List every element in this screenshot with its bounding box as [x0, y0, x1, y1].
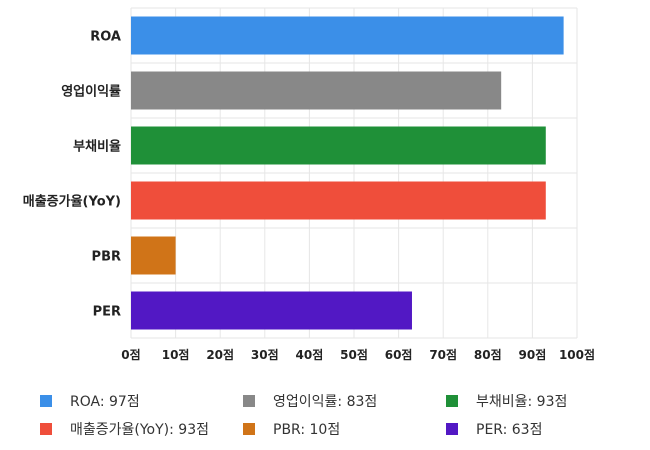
category-label: PBR — [92, 250, 121, 265]
category-label: 영업이익률 — [61, 84, 121, 100]
tick-label: 80점 — [474, 347, 502, 362]
legend-label: PER: 63점 — [476, 422, 543, 438]
tick-label: 0점 — [121, 347, 140, 362]
category-label: PER — [93, 305, 121, 320]
category-label: 매출증가율(YoY) — [23, 194, 121, 210]
legend-label: 부채비율: 93점 — [476, 394, 568, 410]
legend-item[interactable]: PBR: 10점 — [243, 418, 446, 440]
tick-label: 10점 — [162, 347, 190, 362]
legend-item[interactable]: 매출증가율(YoY): 93점 — [40, 418, 243, 440]
legend-label: ROA: 97점 — [70, 394, 140, 410]
tick-label: 60점 — [385, 347, 413, 362]
legend-item[interactable]: ROA: 97점 — [40, 390, 243, 412]
legend-swatch — [243, 395, 255, 407]
bar — [131, 126, 546, 165]
legend-swatch — [243, 423, 255, 435]
legend-label: 영업이익률: 83점 — [273, 394, 378, 410]
tick-label: 30점 — [251, 347, 279, 362]
bar — [131, 181, 546, 220]
bar — [131, 236, 176, 275]
tick-label: 70점 — [429, 347, 457, 362]
legend-item[interactable]: PER: 63점 — [446, 418, 640, 440]
tick-label: 40점 — [296, 347, 324, 362]
legend-swatch — [446, 423, 458, 435]
legend-swatch — [40, 395, 52, 407]
bar — [131, 16, 564, 55]
tick-label: 20점 — [206, 347, 234, 362]
bar — [131, 291, 412, 330]
bar — [131, 71, 502, 110]
legend-item[interactable]: 영업이익률: 83점 — [243, 390, 446, 412]
tick-label: 50점 — [340, 347, 368, 362]
legend-label: PBR: 10점 — [273, 422, 341, 438]
category-label: ROA — [90, 30, 121, 45]
bars — [131, 16, 564, 330]
legend-swatch — [446, 395, 458, 407]
tick-label: 90점 — [519, 347, 547, 362]
x-axis-ticks: 0점 10점 20점 30점 40점 50점 60점 70점 80점 90점 100점 — [121, 347, 595, 362]
tick-label: 100점 — [559, 347, 595, 362]
grid — [130, 7, 578, 339]
legend-swatch — [40, 423, 52, 435]
category-label: 부채비율 — [73, 139, 121, 155]
legend-label: 매출증가율(YoY): 93점 — [70, 422, 209, 438]
legend-item[interactable]: 부채비율: 93점 — [446, 390, 640, 412]
